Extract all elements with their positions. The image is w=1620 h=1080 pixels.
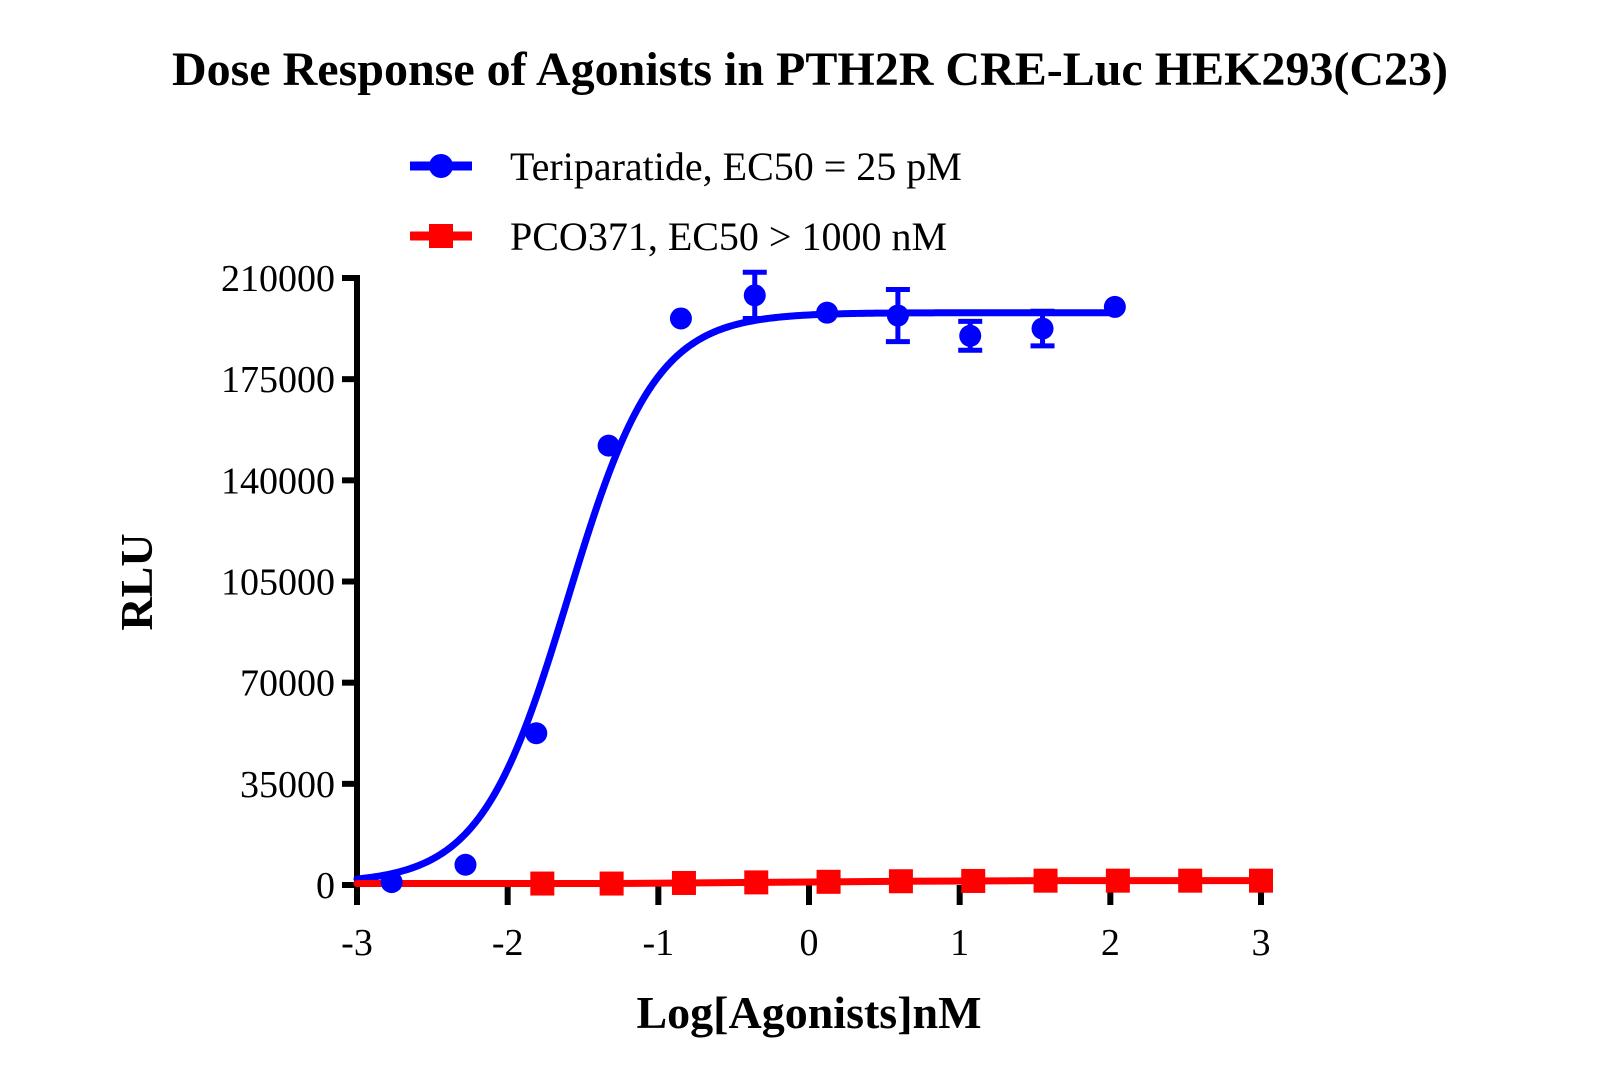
data-point xyxy=(1103,295,1126,318)
x-tick-label: 0 xyxy=(800,922,819,964)
data-point xyxy=(959,324,982,347)
x-tick-label: 3 xyxy=(1252,922,1271,964)
data-point xyxy=(1031,317,1054,340)
data-point xyxy=(1249,868,1273,893)
legend: Teriparatide, EC50 = 25 pM PCO371, EC50 >… xyxy=(410,144,962,259)
legend-item-teriparatide: Teriparatide, EC50 = 25 pM xyxy=(410,144,962,189)
axes: 0 35000 70000 105000 140000 175000 210000 -3 -2 -… xyxy=(221,258,1271,964)
data-point xyxy=(671,870,696,895)
legend-circle-marker-icon xyxy=(429,154,453,178)
data-point xyxy=(669,307,692,330)
legend-label: PCO371, EC50 > 1000 nM xyxy=(510,214,947,259)
data-point xyxy=(816,869,841,894)
series-pco371 xyxy=(530,868,1273,896)
y-tick-label: 35000 xyxy=(240,764,335,806)
data-point xyxy=(597,434,620,457)
data-point xyxy=(454,853,477,876)
x-tick-label: 1 xyxy=(950,922,969,964)
data-point xyxy=(1178,868,1203,893)
data-point xyxy=(743,284,766,307)
y-tick-label: 175000 xyxy=(221,359,335,401)
legend-label: Teriparatide, EC50 = 25 pM xyxy=(510,144,962,189)
legend-square-marker-icon xyxy=(429,224,453,248)
data-point xyxy=(961,868,986,893)
y-tick-label: 140000 xyxy=(221,460,335,502)
x-tick-label: -2 xyxy=(492,922,524,964)
data-point xyxy=(886,304,909,327)
data-point xyxy=(1033,868,1058,893)
x-tick-label: -3 xyxy=(341,922,373,964)
data-point xyxy=(530,871,555,896)
data-point xyxy=(380,871,403,894)
data-point xyxy=(1105,868,1130,893)
series-layer xyxy=(353,269,1273,896)
y-tick-label: 0 xyxy=(316,865,335,907)
data-point xyxy=(816,301,839,324)
x-axis-title: Log[Agonists]nM xyxy=(636,987,981,1038)
series-teriparatide xyxy=(380,269,1126,894)
y-tick-label: 210000 xyxy=(221,258,335,300)
y-tick-label: 105000 xyxy=(221,562,335,604)
chart-title: Dose Response of Agonists in PTH2R CRE-L… xyxy=(171,43,1449,96)
data-point xyxy=(599,871,624,896)
y-tick-label: 70000 xyxy=(240,663,335,705)
y-axis-title: RLU xyxy=(111,533,162,630)
fit-curve-teriparatide xyxy=(353,309,1117,883)
x-tick-label: 2 xyxy=(1101,922,1120,964)
data-point xyxy=(525,722,548,745)
data-point xyxy=(888,869,913,894)
legend-item-pco371: PCO371, EC50 > 1000 nM xyxy=(410,214,947,259)
x-tick-label: -1 xyxy=(643,922,675,964)
data-point xyxy=(744,870,769,895)
